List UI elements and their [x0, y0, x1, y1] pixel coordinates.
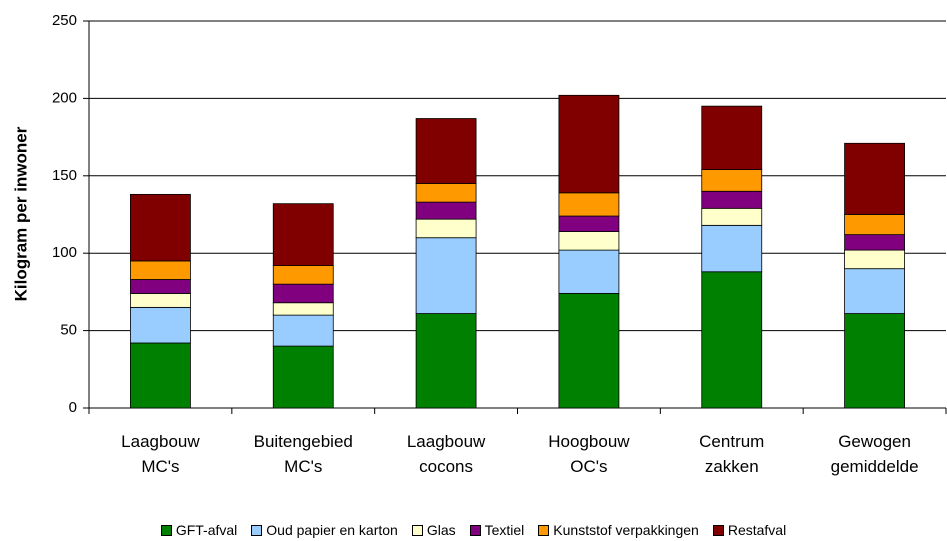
bar-segment	[272, 345, 334, 409]
bar-segment	[272, 283, 334, 304]
bar-segment	[130, 342, 191, 409]
legend-swatch	[538, 524, 550, 536]
bar-segment	[415, 313, 477, 409]
legend-item: Restafval	[712, 522, 787, 538]
bar-segment	[701, 207, 763, 226]
legend-label: GFT-afval	[175, 522, 238, 538]
bar-segment	[701, 190, 763, 209]
bar-segment	[701, 169, 763, 192]
legend-item: GFT-afval	[160, 522, 238, 538]
y-tick-label: 250	[52, 12, 77, 29]
bar-segment	[558, 249, 620, 294]
bar-segment	[701, 271, 763, 409]
bar-segment	[558, 231, 620, 251]
legend-item: Glas	[411, 522, 456, 538]
x-tick-label: Laagbouw MC's	[121, 432, 200, 476]
legend-label: Restafval	[727, 522, 787, 538]
y-tick-label: 100	[52, 244, 77, 261]
y-axis-label: Kilogram per inwoner	[11, 126, 30, 301]
bar-segment	[272, 265, 334, 285]
legend-swatch	[712, 524, 724, 536]
bar-segment	[130, 260, 191, 280]
bar-segment	[844, 313, 905, 409]
y-tick-label: 0	[69, 399, 77, 416]
bar-segment	[701, 105, 763, 171]
bar-segment	[844, 214, 905, 236]
x-tick-label: Hoogbouw OC's	[548, 432, 630, 476]
bar-segment	[844, 234, 905, 251]
bar-segment	[701, 224, 763, 273]
legend-label: Glas	[426, 522, 456, 538]
bar-segment	[130, 279, 191, 294]
y-tick-label: 200	[52, 89, 77, 106]
bar-segment	[130, 306, 191, 344]
legend-label: Textiel	[484, 522, 525, 538]
legend-item: Kunststof verpakkingen	[538, 522, 699, 538]
bar-segment	[558, 293, 620, 409]
bar-segment	[558, 94, 620, 194]
legend-swatch	[411, 524, 423, 536]
bar-segment	[415, 201, 477, 220]
bar-segment	[415, 218, 477, 239]
x-tick-label: Buitengebied MC's	[253, 432, 353, 476]
legend: GFT-afval Oud papier en karton Glas Textiel…	[0, 522, 947, 538]
bar-segment	[844, 249, 905, 270]
legend-swatch	[251, 524, 263, 536]
x-tick-label: Centrum zakken	[699, 432, 765, 476]
bar-segment	[844, 142, 905, 215]
legend-swatch	[469, 524, 481, 536]
bar-segment	[130, 193, 191, 262]
legend-label: Oud papier en karton	[266, 522, 398, 538]
y-tick-label: 50	[60, 322, 77, 339]
bar-segment	[272, 302, 334, 316]
bar-segment	[272, 314, 334, 347]
bar-segment	[558, 215, 620, 232]
x-tick-label: Gewogen gemiddelde	[830, 432, 919, 476]
legend-swatch	[160, 524, 172, 536]
bar-segment	[415, 183, 477, 203]
legend-item: Textiel	[469, 522, 525, 538]
bar-segment	[415, 118, 477, 184]
bar-segment	[272, 203, 334, 266]
legend-label: Kunststof verpakkingen	[553, 522, 699, 538]
x-tick-label: Laagbouw cocons	[406, 432, 486, 476]
bar-segment	[844, 268, 905, 314]
bar-segment	[415, 237, 477, 314]
legend-item: Oud papier en karton	[251, 522, 398, 538]
y-tick-label: 150	[52, 167, 77, 184]
bar-segment	[558, 192, 620, 217]
bar-segment	[130, 293, 191, 308]
